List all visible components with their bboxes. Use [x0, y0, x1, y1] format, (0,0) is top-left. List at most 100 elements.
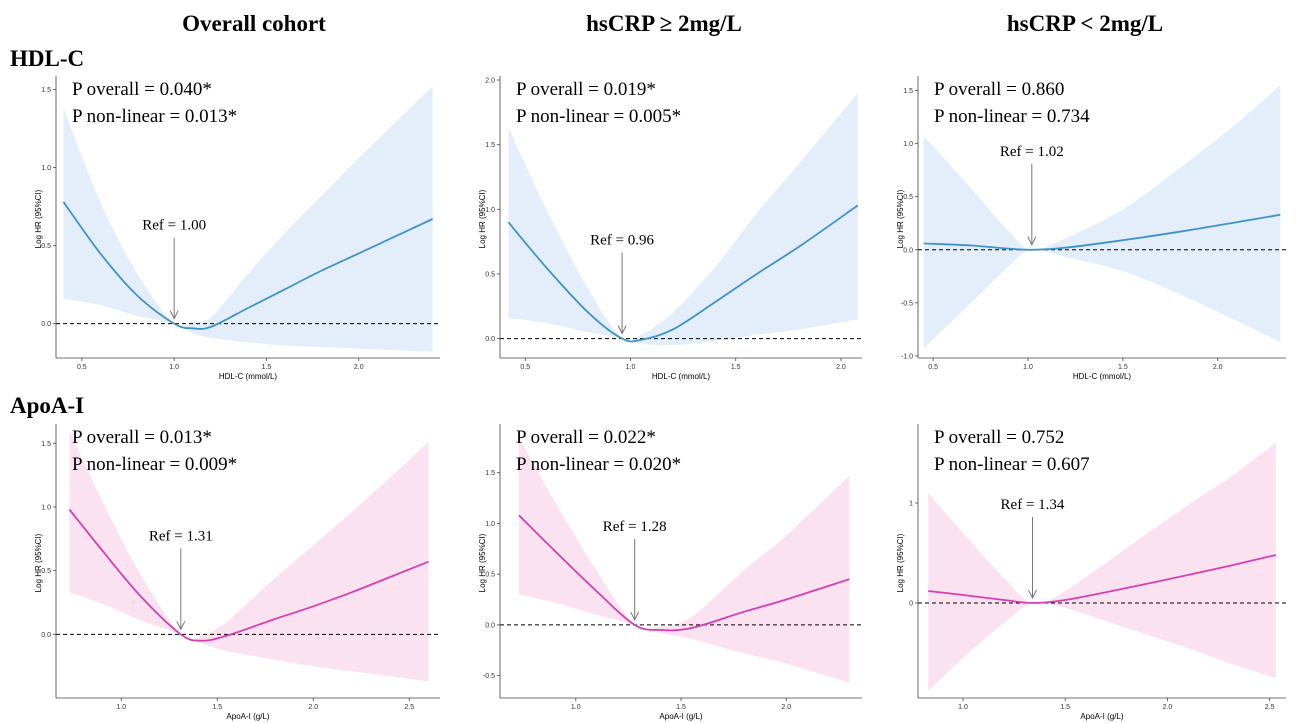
y-axis-label: Log HR (95%CI) [478, 533, 487, 592]
ref-label: Ref = 1.31 [149, 528, 213, 544]
x-tick-label: 0.5 [77, 364, 87, 371]
hr-curve [62, 201, 433, 330]
x-tick-label: 1.0 [626, 364, 636, 371]
y-axis-label: Log HR (95%CI) [896, 189, 905, 248]
x-tick-label: 1.5 [262, 364, 272, 371]
y-tick-label: 1.5 [41, 441, 51, 448]
y-tick-label: -1.0 [901, 353, 913, 360]
p-overall-text: P overall = 0.022* [516, 427, 656, 448]
ref-arrow-head [1027, 236, 1037, 246]
x-tick-label: 0.5 [928, 364, 938, 371]
y-tick-label: 0.0 [485, 622, 495, 629]
ref-label: Ref = 0.96 [590, 233, 654, 249]
hr-curve [518, 514, 850, 632]
x-tick-label: 2.0 [308, 704, 318, 711]
hr-curve [923, 213, 1281, 251]
x-tick-label: 1.0 [169, 364, 179, 371]
y-tick-label: 1.5 [485, 142, 495, 149]
row-title-hdl: HDL-C [10, 46, 84, 71]
y-tick-label: 0.5 [485, 572, 495, 579]
confidence-band [69, 430, 429, 682]
y-tick-label: 0.5 [485, 271, 495, 278]
hr-curve [507, 204, 859, 343]
p-nonlinear-text: P non-linear = 0.005* [516, 106, 681, 127]
x-tick-label: 1.5 [212, 704, 222, 711]
panel-2: 0.5 1.0 1.5 2.0 0.0 0.5 1.0 1.5 2.0 HDL-C (mmol/L… [478, 76, 862, 381]
x-tick-label: 2.0 [1163, 704, 1173, 711]
column-title-overall: Overall cohort [182, 11, 326, 36]
confidence-band [928, 443, 1276, 691]
column-title-hscrp-low: hsCRP < 2mg/L [1007, 11, 1163, 36]
p-nonlinear-text: P non-linear = 0.734 [934, 106, 1090, 127]
y-tick-label: 1.0 [41, 165, 51, 172]
y-tick-label: 0.5 [41, 243, 51, 250]
y-tick-label: 1.5 [485, 470, 495, 477]
x-tick-label: 1.5 [1118, 364, 1128, 371]
x-tick-label: 2.0 [836, 364, 846, 371]
p-nonlinear-text: P non-linear = 0.009* [72, 454, 237, 475]
y-tick-label: -0.5 [901, 300, 913, 307]
ref-arrow-head [169, 310, 179, 320]
ref-arrow-head [630, 611, 640, 622]
y-axis-label: Log HR (95%CI) [896, 533, 905, 592]
x-axis-label: HDL-C (mmol/L) [1073, 372, 1132, 381]
y-tick-label: 1.0 [485, 521, 495, 528]
row-titles: HDL-C ApoA-I [10, 46, 84, 418]
p-overall-text: P overall = 0.752 [934, 427, 1064, 448]
y-tick-label: 0 [909, 601, 913, 608]
confidence-band [508, 92, 858, 346]
y-tick-label: 0.0 [485, 336, 495, 343]
p-nonlinear-text: P non-linear = 0.020* [516, 454, 681, 475]
confidence-band [63, 86, 433, 352]
x-tick-label: 2.0 [781, 704, 791, 711]
ref-label: Ref = 1.02 [1000, 144, 1064, 160]
x-tick-label: 2.5 [404, 704, 414, 711]
x-axis-label: HDL-C (mmol/L) [652, 372, 711, 381]
x-axis-label: ApoA-I (g/L) [1080, 712, 1123, 721]
y-tick-label: 1.5 [41, 87, 51, 94]
x-tick-label: 1.5 [1060, 704, 1070, 711]
y-tick-label: 1.0 [41, 504, 51, 511]
panel-4: 1.0 1.5 2.0 2.5 0.0 0.5 1.0 1.5 ApoA-I (g/L) Log … [34, 424, 440, 721]
x-axis-label: HDL-C (mmol/L) [219, 372, 278, 381]
y-tick-label: 0.0 [903, 247, 913, 254]
y-tick-label: 0.5 [903, 194, 913, 201]
x-tick-label: 2.5 [1265, 704, 1275, 711]
x-tick-label: 1.0 [571, 704, 581, 711]
p-overall-text: P overall = 0.860 [934, 79, 1064, 100]
y-tick-label: 1.0 [485, 207, 495, 214]
ref-label: Ref = 1.28 [603, 519, 667, 535]
row-title-apoa: ApoA-I [10, 393, 84, 418]
panel-6: 1.0 1.5 2.0 2.5 0 1 ApoA-I (g/L) Log HR (95%CI)… [896, 424, 1286, 721]
column-title-hscrp-high: hsCRP ≥ 2mg/L [586, 11, 742, 36]
y-tick-label: -0.5 [483, 673, 495, 680]
y-tick-label: 0.0 [41, 321, 51, 328]
ref-arrow-head [617, 325, 627, 335]
y-tick-label: 1.5 [903, 88, 913, 95]
x-axis-label: ApoA-I (g/L) [226, 712, 269, 721]
y-axis-label: Log HR (95%CI) [34, 189, 43, 248]
p-overall-text: P overall = 0.040* [72, 79, 212, 100]
y-axis-label: Log HR (95%CI) [34, 533, 43, 592]
y-tick-label: 1.0 [903, 141, 913, 148]
x-tick-label: 1.5 [676, 704, 686, 711]
hr-curve [928, 554, 1276, 604]
p-nonlinear-text: P non-linear = 0.013* [72, 106, 237, 127]
ref-label: Ref = 1.34 [1001, 497, 1065, 513]
y-tick-label: 2.0 [485, 78, 495, 85]
x-axis-label: ApoA-I (g/L) [659, 712, 702, 721]
x-tick-label: 1.0 [116, 704, 126, 711]
p-overall-text: P overall = 0.013* [72, 427, 212, 448]
y-axis-label: Log HR (95%CI) [478, 189, 487, 248]
p-overall-text: P overall = 0.019* [516, 79, 656, 100]
y-tick-label: 1 [909, 501, 913, 508]
confidence-band [923, 85, 1281, 349]
confidence-band [518, 437, 850, 683]
x-tick-label: 1.0 [958, 704, 968, 711]
ref-arrow-head [176, 621, 186, 631]
